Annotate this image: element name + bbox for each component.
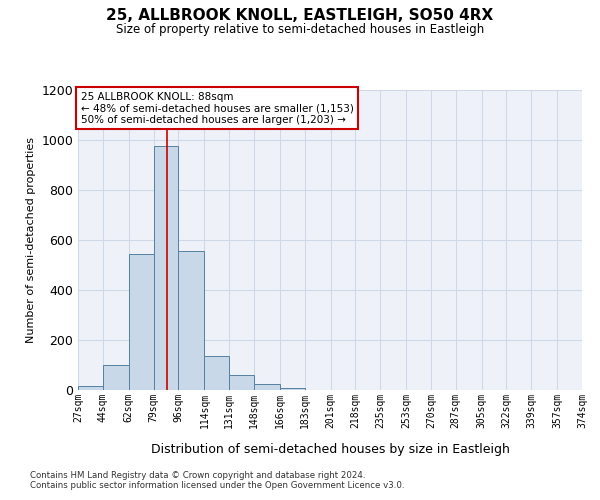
- Bar: [229, 375, 254, 390]
- Bar: [254, 384, 280, 390]
- Text: Contains public sector information licensed under the Open Government Licence v3: Contains public sector information licen…: [30, 481, 404, 490]
- Bar: [280, 388, 305, 390]
- Y-axis label: Number of semi-detached properties: Number of semi-detached properties: [26, 137, 36, 343]
- Bar: [78, 386, 103, 390]
- Text: Contains HM Land Registry data © Crown copyright and database right 2024.: Contains HM Land Registry data © Crown c…: [30, 471, 365, 480]
- Bar: [205, 356, 229, 390]
- Text: 25 ALLBROOK KNOLL: 88sqm
← 48% of semi-detached houses are smaller (1,153)
50% o: 25 ALLBROOK KNOLL: 88sqm ← 48% of semi-d…: [80, 92, 353, 124]
- Text: Size of property relative to semi-detached houses in Eastleigh: Size of property relative to semi-detach…: [116, 22, 484, 36]
- Bar: [154, 146, 178, 390]
- Bar: [178, 251, 205, 390]
- Bar: [103, 365, 129, 390]
- Text: Distribution of semi-detached houses by size in Eastleigh: Distribution of semi-detached houses by …: [151, 442, 509, 456]
- Text: 25, ALLBROOK KNOLL, EASTLEIGH, SO50 4RX: 25, ALLBROOK KNOLL, EASTLEIGH, SO50 4RX: [106, 8, 494, 22]
- Bar: [129, 254, 154, 390]
